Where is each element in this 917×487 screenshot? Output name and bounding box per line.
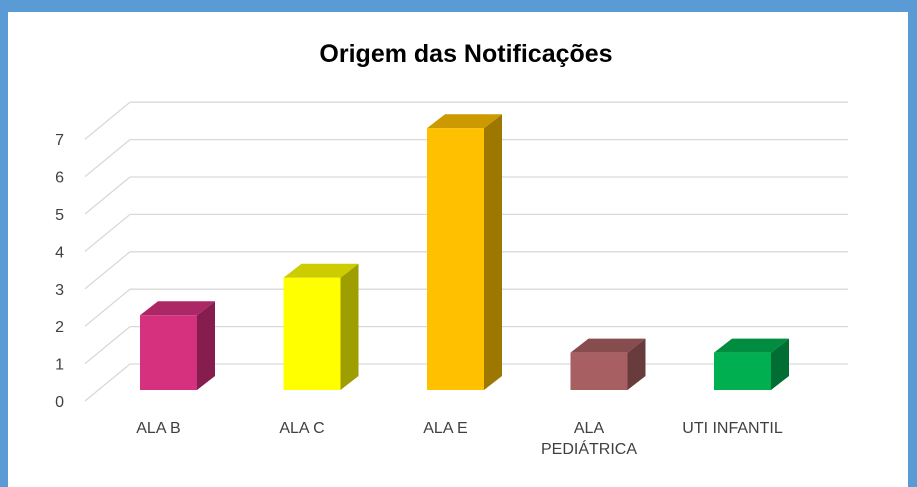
- bar-top: [714, 338, 789, 353]
- x-tick-label: ALA E: [423, 420, 468, 437]
- grid-line: [84, 213, 131, 252]
- bar: [140, 301, 215, 390]
- chart: Origem das Notificações 0 1 2 3 4 5 6 7: [55, 40, 848, 411]
- bar-top: [570, 338, 646, 353]
- bar: [427, 114, 502, 390]
- bar-front: [283, 277, 341, 390]
- y-tick-label: 7: [55, 132, 64, 149]
- grid-line: [84, 176, 131, 215]
- bar-side: [484, 114, 502, 390]
- y-tick-label: 0: [55, 394, 64, 411]
- bar: [570, 338, 646, 390]
- x-tick-label: ALA C: [279, 420, 325, 437]
- bar-top: [427, 114, 502, 129]
- bar-front: [140, 315, 197, 390]
- chart-title: Origem das Notificações: [319, 40, 612, 68]
- bar-front: [570, 352, 628, 390]
- bar-side: [340, 263, 359, 390]
- grid-line: [84, 139, 131, 178]
- chart-panel: Origem das Notificações 0 1 2 3 4 5 6 7 ALA B AL…: [8, 12, 908, 487]
- bar-top: [140, 301, 215, 316]
- y-tick-label: 2: [55, 319, 64, 336]
- grid-line: [84, 288, 131, 327]
- bar-top: [283, 263, 359, 278]
- grid-line: [84, 101, 131, 140]
- grid-line: [84, 326, 131, 365]
- y-tick-label: 4: [55, 244, 64, 261]
- grid-line: [84, 251, 131, 290]
- bar-front: [714, 352, 771, 390]
- bar-front: [427, 128, 484, 390]
- y-tick-label: 1: [55, 357, 64, 374]
- bar: [714, 338, 789, 390]
- bar-side: [771, 338, 789, 390]
- x-tick-label: ALA B: [136, 420, 181, 437]
- bar: [283, 263, 359, 390]
- x-tick-label: UTI INFANTIL: [682, 420, 783, 437]
- y-tick-label: 6: [55, 170, 64, 187]
- y-tick-label: 5: [55, 207, 64, 224]
- grid-line: [84, 363, 131, 402]
- bar-side: [197, 301, 215, 390]
- bar-side: [627, 338, 646, 390]
- y-tick-label: 3: [55, 282, 64, 299]
- x-tick-label: ALA PEDIÁTRICA: [540, 420, 637, 458]
